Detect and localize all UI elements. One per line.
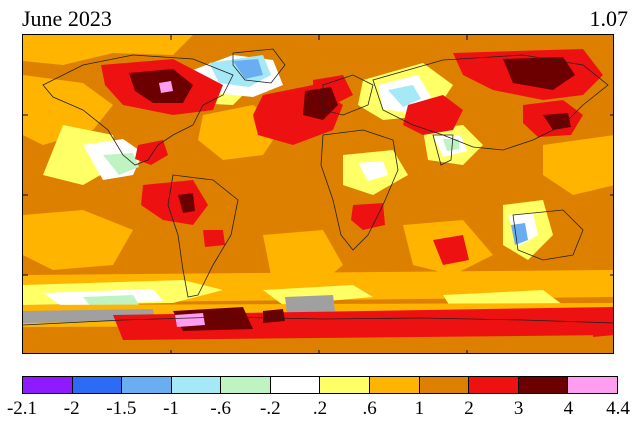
map-title: June 2023 [22, 6, 112, 31]
legend-break-label: -.2 [260, 398, 281, 419]
legend-break-label: -2.1 [6, 398, 38, 419]
legend-break-label: 4.4 [606, 398, 630, 419]
legend-bin-9 [469, 377, 519, 393]
coastlines [23, 48, 613, 326]
legend-bin-1 [72, 377, 123, 393]
legend-break-labels: -2.1 -2 -1.5 -1 -.6 -.2 .2 .6 1 2 3 4 4.4 [7, 398, 630, 422]
legend-break-label: 4 [563, 398, 574, 419]
legend-bin-10 [518, 377, 569, 393]
graticule-ticks [23, 35, 613, 353]
anomaly-zones-pink [159, 81, 205, 327]
color-legend [22, 376, 618, 394]
legend-bin-11 [568, 377, 617, 393]
legend-break-label: .6 [362, 398, 377, 419]
legend-break-label: .2 [312, 398, 328, 419]
global-mean-value: 1.07 [589, 6, 629, 31]
anomaly-map-svg [23, 35, 613, 353]
anomaly-map [22, 34, 614, 354]
legend-bin-0 [23, 377, 73, 393]
legend-break-label: 3 [513, 398, 524, 419]
legend-bin-4 [221, 377, 271, 393]
legend-break-label: -.6 [210, 398, 231, 419]
legend-bin-6 [320, 377, 371, 393]
legend-break-label: -2 [63, 398, 80, 419]
legend-bin-3 [171, 377, 222, 393]
legend-break-label: -1 [163, 398, 179, 419]
legend-break-label: 1 [414, 398, 425, 419]
legend-bin-7 [370, 377, 420, 393]
legend-break-label: -1.5 [106, 398, 137, 419]
legend-bin-2 [122, 377, 172, 393]
legend-bin-8 [419, 377, 470, 393]
legend-break-label: 2 [464, 398, 474, 419]
legend-bin-5 [270, 377, 321, 393]
